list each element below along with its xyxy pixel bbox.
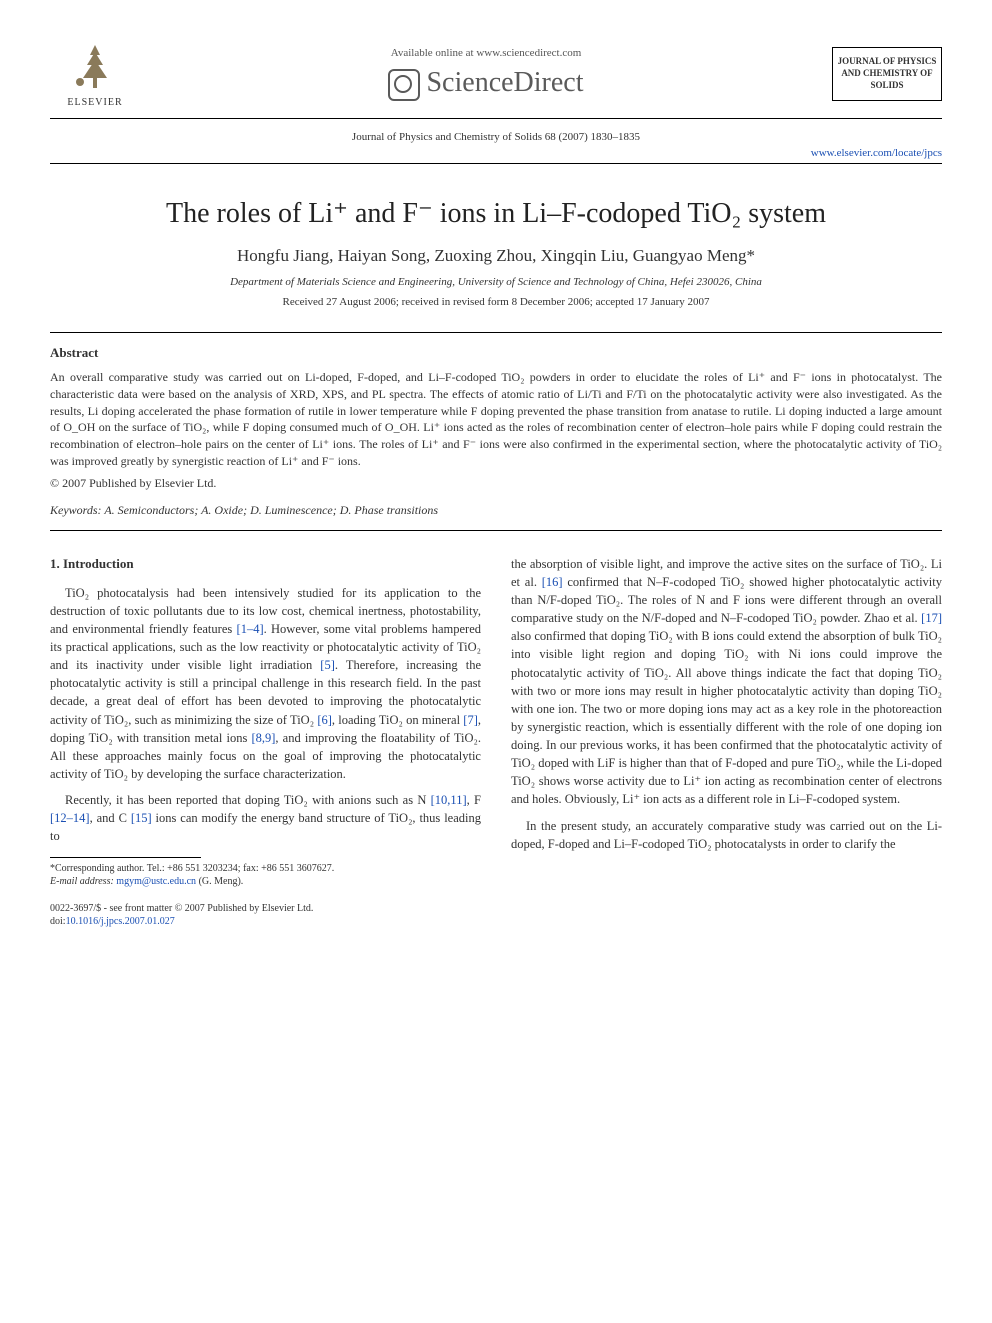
abstract-rule-top [50, 332, 942, 333]
email-link[interactable]: mgym@ustc.edu.cn [116, 876, 196, 887]
ref-link[interactable]: [5] [320, 658, 335, 672]
center-header: Available online at www.sciencedirect.co… [140, 47, 832, 101]
intro-para-3: the absorption of visible light, and imp… [511, 555, 942, 809]
authors: Hongfu Jiang, Haiyan Song, Zuoxing Zhou,… [50, 246, 942, 266]
intro-para-2: Recently, it has been reported that dopi… [50, 791, 481, 845]
doi-line: doi:10.1016/j.jpcs.2007.01.027 [50, 915, 481, 928]
sciencedirect-logo: ScienceDirect [140, 67, 832, 101]
affiliation: Department of Materials Science and Engi… [50, 276, 942, 288]
ref-link[interactable]: [12–14] [50, 811, 90, 825]
available-online-text: Available online at www.sciencedirect.co… [140, 47, 832, 59]
journal-url[interactable]: www.elsevier.com/locate/jpcs [50, 147, 942, 159]
article-title: The roles of Li⁺ and F⁻ ions in Li–F-cod… [50, 196, 942, 230]
abstract-heading: Abstract [50, 345, 942, 361]
header-rule-top [50, 118, 942, 119]
keywords: Keywords: A. Semiconductors; A. Oxide; D… [50, 503, 942, 518]
ref-link[interactable]: [8,9] [251, 731, 275, 745]
abstract-text: An overall comparative study was carried… [50, 369, 942, 470]
elsevier-logo: ELSEVIER [50, 40, 140, 108]
elsevier-label: ELSEVIER [50, 97, 140, 108]
ref-link[interactable]: [15] [131, 811, 152, 825]
column-left: 1. Introduction TiO₂ photocatalysis had … [50, 555, 481, 929]
journal-citation: Journal of Physics and Chemistry of Soli… [50, 131, 942, 143]
journal-cover-box: JOURNAL OF PHYSICS AND CHEMISTRY OF SOLI… [832, 47, 942, 100]
corresponding-author-footnote: *Corresponding author. Tel.: +86 551 320… [50, 862, 481, 888]
ref-link[interactable]: [10,11] [431, 793, 467, 807]
body-columns: 1. Introduction TiO₂ photocatalysis had … [50, 555, 942, 929]
doi-link[interactable]: 10.1016/j.jpcs.2007.01.027 [66, 916, 175, 927]
intro-para-1: TiO₂ photocatalysis had been intensively… [50, 584, 481, 783]
footer-info: 0022-3697/$ - see front matter © 2007 Pu… [50, 902, 481, 928]
intro-heading: 1. Introduction [50, 555, 481, 574]
ref-link[interactable]: [1–4] [237, 622, 264, 636]
sciencedirect-text: ScienceDirect [426, 67, 583, 98]
corresponding-email-line: E-mail address: mgym@ustc.edu.cn (G. Men… [50, 875, 481, 888]
corresponding-tel: *Corresponding author. Tel.: +86 551 320… [50, 862, 481, 875]
elsevier-tree-icon [50, 40, 140, 97]
abstract-rule-bottom [50, 530, 942, 531]
ref-link[interactable]: [6] [317, 713, 332, 727]
front-matter-line: 0022-3697/$ - see front matter © 2007 Pu… [50, 902, 481, 915]
sciencedirect-icon [388, 69, 420, 101]
header-row: ELSEVIER Available online at www.science… [50, 40, 942, 108]
ref-link[interactable]: [7] [463, 713, 478, 727]
intro-para-4: In the present study, an accurately comp… [511, 817, 942, 853]
article-dates: Received 27 August 2006; received in rev… [50, 296, 942, 308]
copyright-text: © 2007 Published by Elsevier Ltd. [50, 476, 942, 491]
header-rule-bottom [50, 163, 942, 164]
footnote-rule [50, 857, 201, 858]
column-right: the absorption of visible light, and imp… [511, 555, 942, 929]
ref-link[interactable]: [17] [921, 611, 942, 625]
ref-link[interactable]: [16] [542, 575, 563, 589]
